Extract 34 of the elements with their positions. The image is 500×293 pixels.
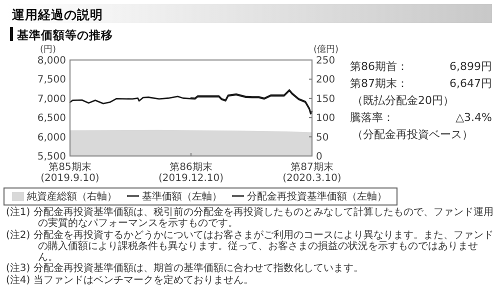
text: (注2) 分配金を再投資するかどうかについてはお客さまがご利用のコースにより異なります。また、ファンドの購入価額により課税条件も異なります。従って、お客さまの損益の状況を示すものではありません。: [6, 230, 494, 264]
y2-tick-label: 50: [316, 132, 329, 144]
text: （分配金再投資ベース）: [352, 128, 473, 141]
text: 第86期首：: [350, 60, 408, 73]
x-tick-label: 第87期末 (2020.3.10): [282, 161, 342, 184]
text: (注4) 当ファンドはベンチマークを定めておりません。: [6, 274, 254, 286]
legend-label: 純資産総額（右軸）: [27, 190, 117, 202]
chart-title: 運用経過の説明: [11, 7, 103, 22]
chart-subtitle: 基準価額等の推移: [16, 28, 113, 42]
text: 第87期末：: [350, 77, 408, 90]
legend-label: 分配金再投資基準価額（左軸）: [247, 190, 387, 202]
y-tick-label: 5,500: [37, 152, 66, 162]
text: 6,899円: [450, 60, 492, 73]
y2-axis-title: (億円): [313, 44, 339, 55]
y-tick-label: 7,500: [37, 74, 66, 86]
y-tick-label: 8,000: [37, 56, 66, 66]
text: △3.4%: [456, 111, 492, 124]
y2-tick-label: 250: [316, 56, 336, 66]
y2-tick-label: 100: [316, 113, 336, 124]
y2-tick-label: 150: [316, 94, 336, 105]
y-tick-label: 6,500: [37, 113, 66, 124]
y-tick-label: 7,000: [37, 94, 66, 105]
text: 6,647円: [450, 77, 492, 90]
y-axis-title: (円): [40, 45, 56, 55]
y-tick-label: 6,000: [37, 132, 66, 144]
x-tick-label: 第85期末 (2019.9.10): [40, 161, 100, 184]
text: 騰落率：: [350, 111, 394, 124]
x-tick-label: 第86期末 (2019.12.10): [158, 161, 224, 184]
text: (注3) 分配金再投資基準価額は、期首の基準価額に合わせて指数化しています。: [6, 263, 364, 274]
legend-label: 基準価額（左軸）: [142, 190, 222, 202]
text: (注1) 分配金再投資基準価額は、税引前の分配金を再投資したものとみなして計算したもので、ファンド運用の実質的なパフォーマンスを示すものです。: [6, 207, 494, 230]
y2-tick-label: 200: [316, 74, 336, 86]
y2-tick-label: 0: [316, 152, 322, 162]
text: （既払分配金20円）: [352, 94, 454, 107]
